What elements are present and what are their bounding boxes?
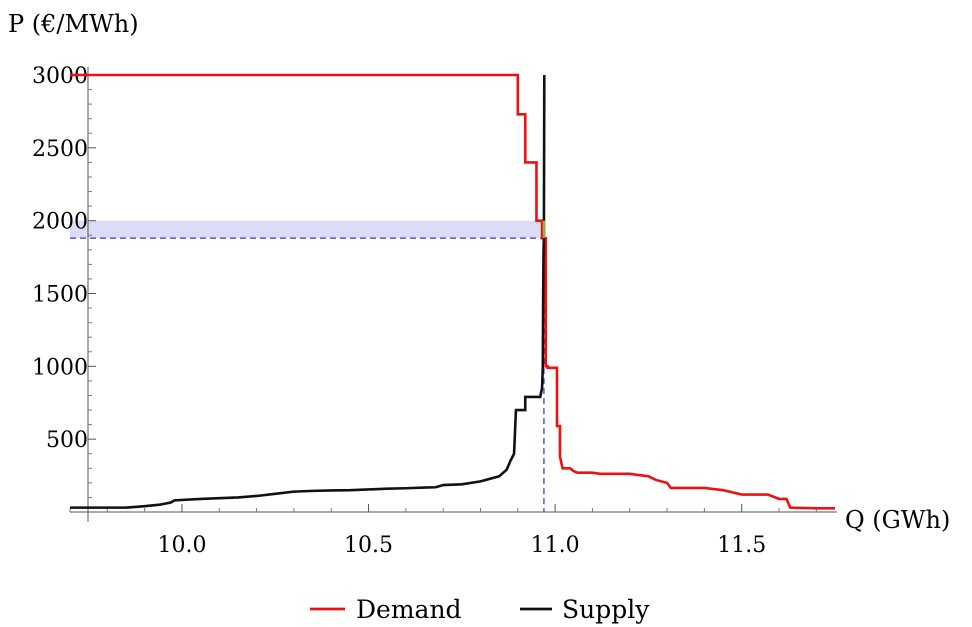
legend-label-supply: Supply [562, 595, 650, 624]
legend: Demand Supply [310, 595, 650, 624]
y-axis-label: P (€/MWh) [8, 10, 139, 38]
y-tick-label: 3000 [32, 64, 88, 89]
x-tick-label: 10.5 [344, 533, 393, 558]
y-tick-label: 2500 [32, 137, 88, 162]
x-tick-label: 11.0 [531, 533, 580, 558]
axes [70, 67, 837, 522]
y-tick-label: 1000 [32, 355, 88, 380]
x-tick-label: 11.5 [717, 533, 766, 558]
series-line-supply [70, 74, 546, 509]
y-tick-label: 500 [46, 428, 88, 453]
price-band-shading [70, 220, 544, 239]
axis-ticks: 10.0 10.5 11.0 11.5 500 1000 1500 2000 2500 3000 [32, 64, 817, 558]
x-tick-label: 10.0 [157, 533, 206, 558]
y-tick-label: 1500 [32, 283, 88, 308]
series-layer [70, 73, 835, 510]
series-line-demand [70, 73, 835, 510]
legend-label-demand: Demand [356, 595, 462, 624]
y-tick-label: 2000 [32, 210, 88, 235]
x-axis-label: Q (GWh) [845, 506, 950, 534]
